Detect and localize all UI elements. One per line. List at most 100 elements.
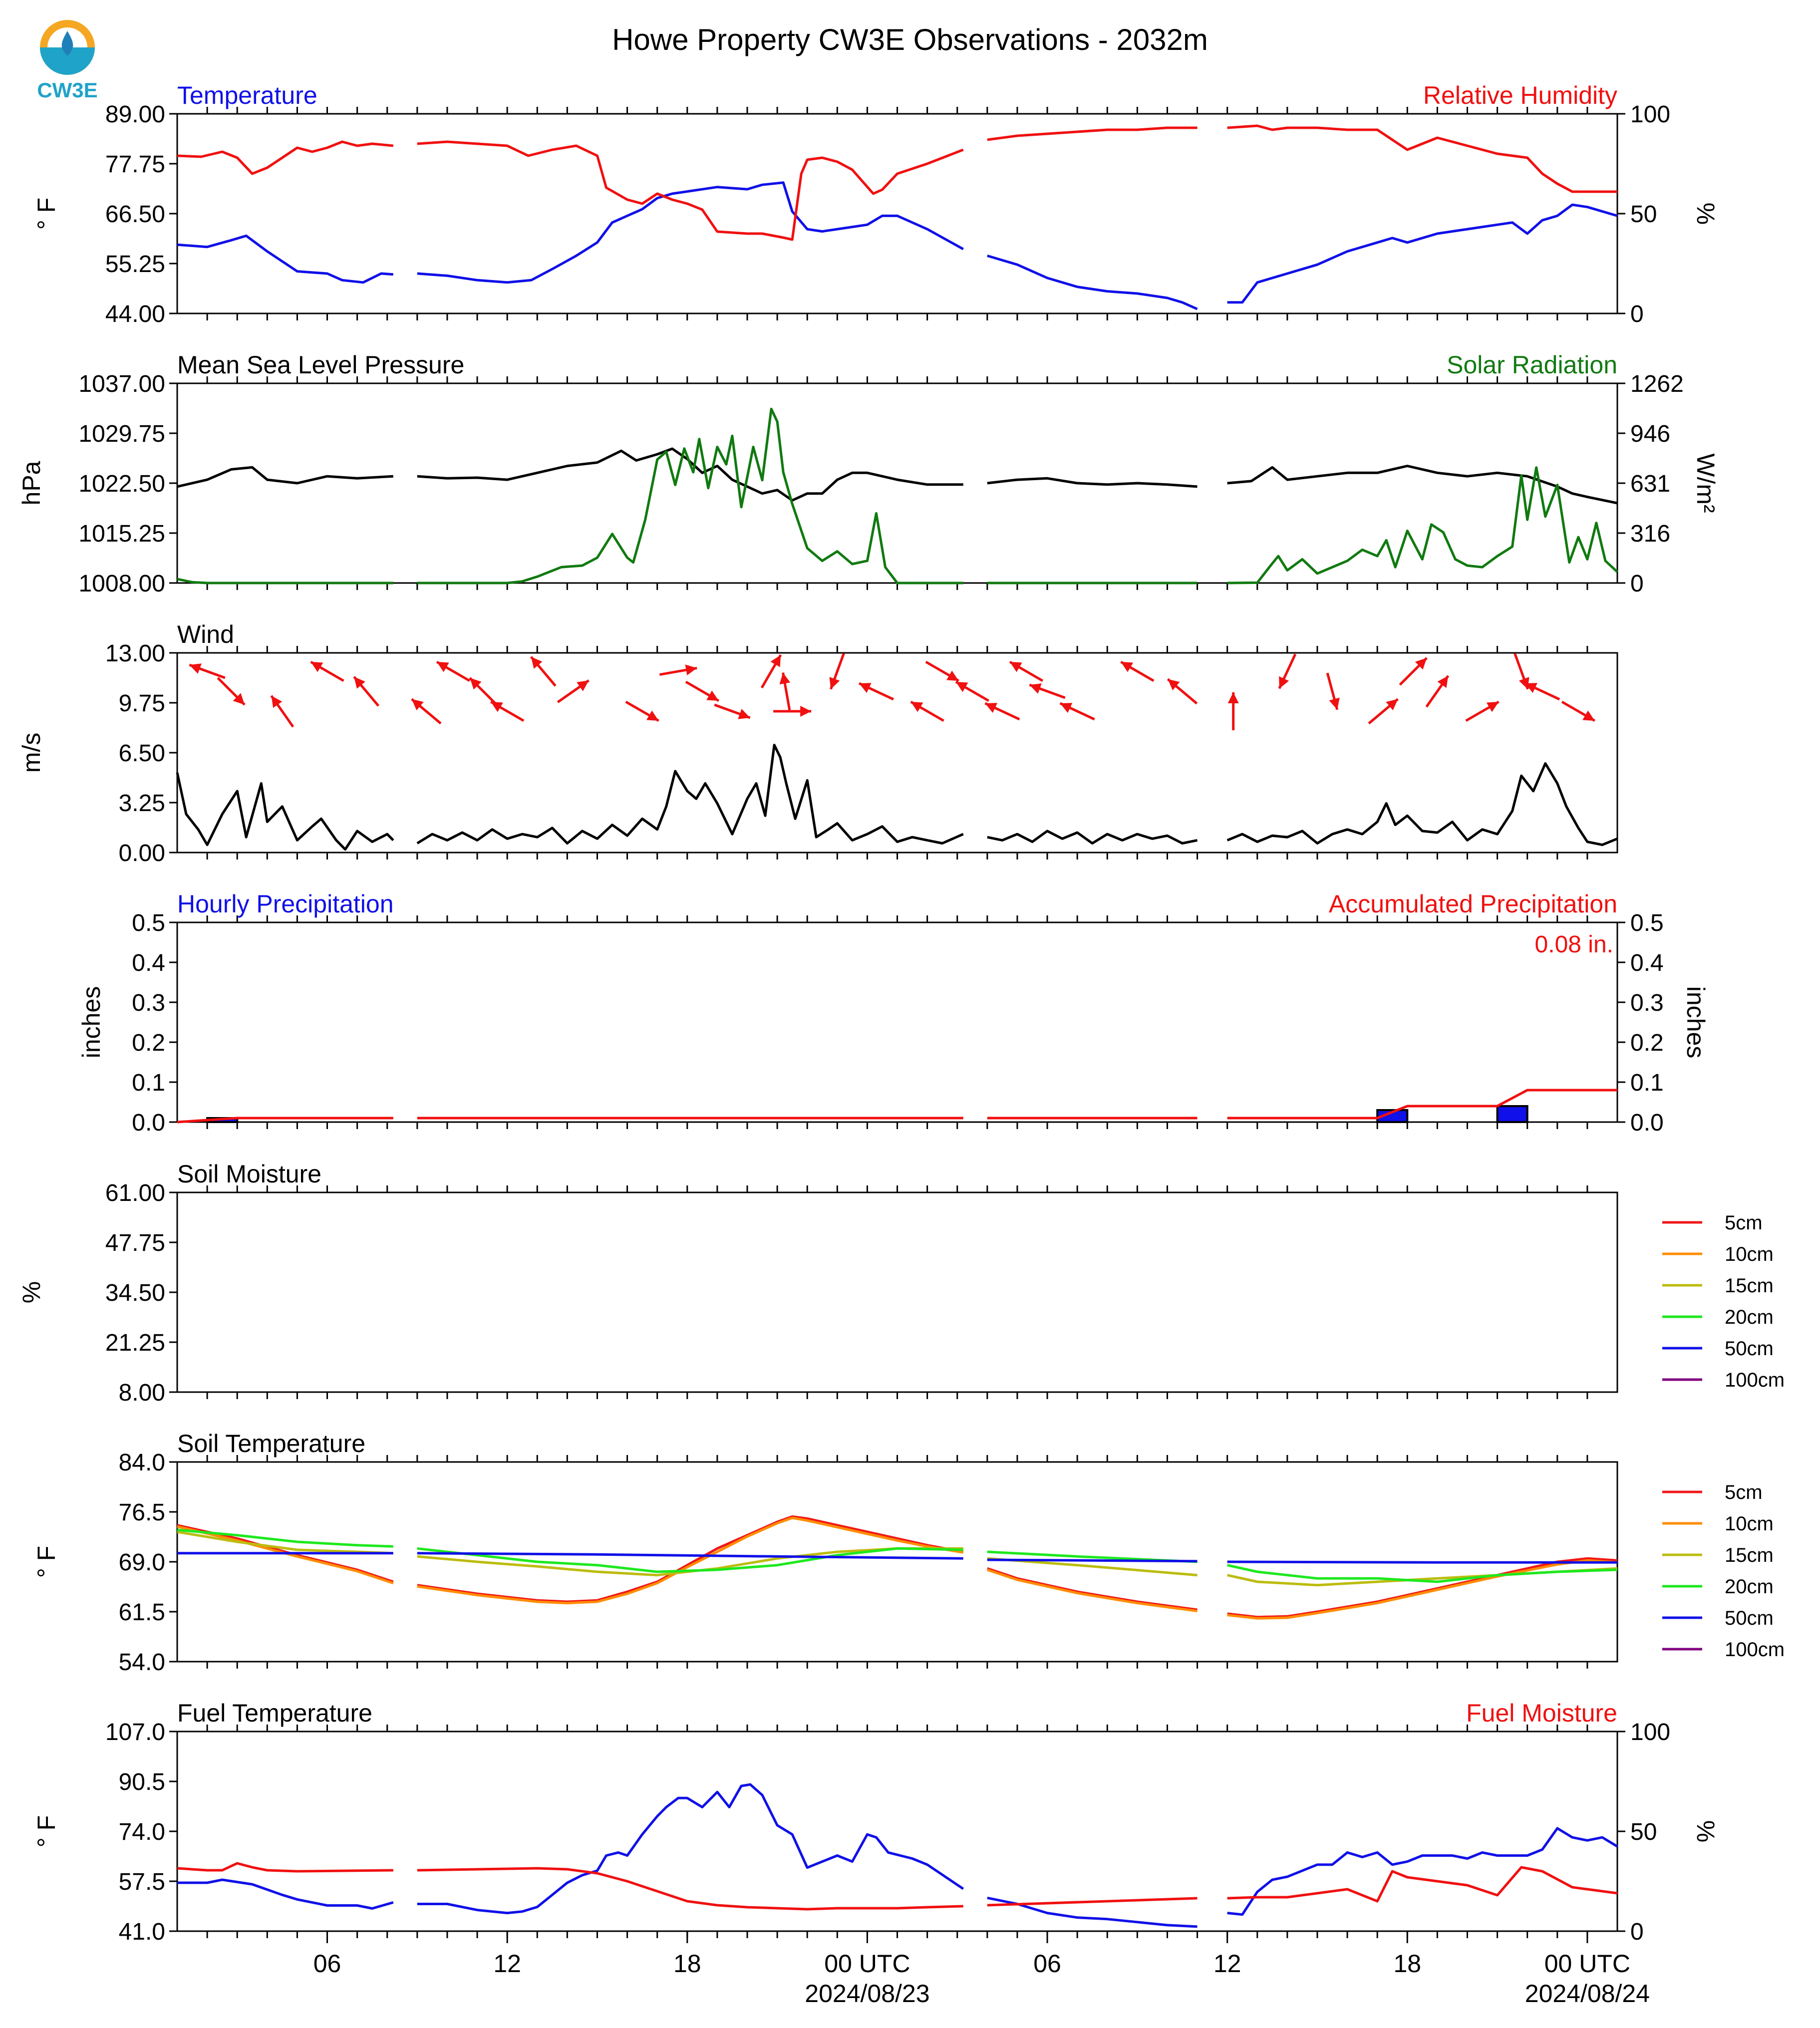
wind-arrow-head <box>1518 677 1529 689</box>
wind-arrow-head <box>1060 703 1073 713</box>
series-line-relative-humidity <box>177 124 1617 241</box>
y-axis-label-left: ° F <box>32 1546 60 1578</box>
wind-arrow-head <box>1121 662 1133 672</box>
wind-arrow-head <box>310 662 323 672</box>
panel-title-left: Soil Moisture <box>177 1160 321 1188</box>
series-line-temperature <box>177 181 1618 310</box>
series-line-wind <box>176 744 1618 851</box>
y-tick-label: 57.5 <box>119 1869 165 1895</box>
y-tick-label: 84.0 <box>119 1449 165 1476</box>
y-axis-label-right: % <box>1692 1820 1720 1842</box>
y-tick-label: 21.25 <box>105 1330 165 1356</box>
y-axis-label-left: inches <box>77 986 105 1059</box>
wind-arrow-head <box>1437 675 1449 688</box>
panel-title-left: Soil Temperature <box>177 1430 365 1457</box>
y-tick-label: 41.0 <box>119 1919 165 1945</box>
wind-arrow-head <box>738 709 750 719</box>
y-tick-label-right: 0.1 <box>1630 1070 1664 1096</box>
wind-arrow-head <box>1029 683 1042 694</box>
wind-arrow-head <box>955 682 968 692</box>
legend-label-10cm: 10cm <box>1725 1513 1774 1535</box>
y-tick-label: 1022.50 <box>78 471 165 497</box>
logo-text: CW3E <box>37 78 97 102</box>
legend-label-100cm: 100cm <box>1725 1639 1785 1661</box>
legend-label-10cm: 10cm <box>1725 1243 1774 1265</box>
y-axis-label-left: ° F <box>32 1815 60 1847</box>
y-tick-label-right: 946 <box>1630 421 1670 447</box>
panel-title-right: Solar Radiation <box>1447 351 1617 379</box>
y-axis-label-left: m/s <box>17 733 45 773</box>
wind-arrow-head <box>1415 658 1427 670</box>
precip-bar <box>1496 1105 1528 1123</box>
y-axis-label-left: ° F <box>32 198 60 230</box>
wind-arrow-head <box>1582 710 1595 721</box>
x-tick-label: 00 UTC <box>1544 1950 1630 1978</box>
y-axis-label-right: W/m² <box>1692 453 1720 513</box>
panel-title-left: Temperature <box>177 81 317 109</box>
wind-arrow-head <box>1386 699 1398 711</box>
y-tick-label-right: 631 <box>1630 471 1670 497</box>
wind-arrow-head <box>779 672 791 685</box>
x-tick-label: 06 <box>313 1950 341 1978</box>
wind-arrow-head <box>800 706 812 717</box>
y-tick-label-right: 316 <box>1630 521 1670 547</box>
panel-soil_temp: Soil Temperature 54.0 61.5 69.0 76.5 84.0 ° F 5… <box>32 1430 1785 1676</box>
y-tick-label-right: 0 <box>1630 301 1644 327</box>
y-tick-label: 34.50 <box>105 1280 165 1306</box>
x-tick-label: 18 <box>673 1950 701 1978</box>
y-tick-label: 13.00 <box>105 640 165 667</box>
wind-arrow-head <box>577 680 589 691</box>
y-tick-label: 9.75 <box>119 690 165 717</box>
wind-arrow-head <box>829 677 840 689</box>
legend-label-15cm: 15cm <box>1725 1275 1774 1297</box>
legend-label-20cm: 20cm <box>1725 1576 1774 1598</box>
y-tick-label: 8.00 <box>119 1380 165 1406</box>
y-tick-label: 0.00 <box>119 840 165 867</box>
panel-title-left: Hourly Precipitation <box>177 890 394 918</box>
wind-arrow-head <box>859 683 872 693</box>
wind-arrow-head <box>1227 692 1239 703</box>
legend-label-50cm: 50cm <box>1725 1607 1774 1629</box>
panel-title-right: Accumulated Precipitation <box>1329 890 1617 918</box>
y-tick-label: 90.5 <box>119 1769 165 1795</box>
wind-arrow-head <box>233 693 245 705</box>
legend-label-15cm: 15cm <box>1725 1544 1774 1566</box>
series-line-10cm <box>177 1516 1618 1620</box>
x-tick-label: 18 <box>1393 1950 1421 1978</box>
wind-arrow-head <box>1168 679 1180 691</box>
series-line-mean-sea-level-pressure <box>177 447 1618 505</box>
wind-arrow-head <box>646 710 659 721</box>
panel-wind: Wind 0.00 3.25 6.50 9.75 13.00 m/s <box>17 620 1618 867</box>
plot-frame <box>176 113 1618 314</box>
y-tick-label-right: 0 <box>1630 1919 1644 1945</box>
x-tick-label: 12 <box>493 1950 521 1978</box>
y-tick-label: 0.0 <box>132 1110 165 1136</box>
panel-title-left: Wind <box>177 620 234 648</box>
wind-arrow-head <box>985 703 998 713</box>
x-tick-label: 00 UTC <box>824 1950 910 1978</box>
wind-arrow-head <box>470 678 482 690</box>
y-tick-label: 1029.75 <box>78 421 165 447</box>
wind-arrow-head <box>1329 697 1340 710</box>
y-tick-label: 61.00 <box>105 1180 165 1206</box>
y-tick-label: 0.5 <box>132 910 165 936</box>
wind-arrow-head <box>531 656 543 669</box>
plot-frame <box>176 1731 1618 1932</box>
series-line-5cm <box>177 1515 1618 1619</box>
y-tick-label: 1015.25 <box>78 521 165 547</box>
legend-label-50cm: 50cm <box>1725 1338 1774 1360</box>
legend-label-20cm: 20cm <box>1725 1306 1774 1328</box>
panel-title-left: Mean Sea Level Pressure <box>177 351 464 379</box>
panel-mslp_solar: Mean Sea Level Pressure Solar Radiation 10… <box>17 351 1720 597</box>
x-date-label: 2024/08/24 <box>1525 1980 1650 2008</box>
y-tick-label: 6.50 <box>119 740 165 767</box>
y-tick-label-right: 0.5 <box>1630 910 1664 936</box>
y-tick-label-right: 0.3 <box>1630 990 1664 1016</box>
plot-frame <box>176 1191 1618 1393</box>
y-tick-label: 44.00 <box>105 301 165 327</box>
panel-title-right: Fuel Moisture <box>1466 1699 1617 1727</box>
y-tick-label: 76.5 <box>119 1499 165 1526</box>
wind-arrow-head <box>411 699 424 711</box>
y-axis-label-left: hPa <box>17 461 45 505</box>
